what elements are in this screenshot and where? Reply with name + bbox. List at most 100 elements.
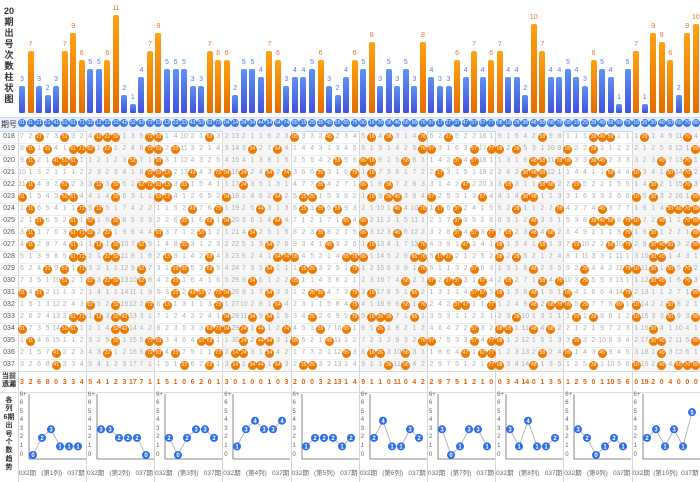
omission-cell: 2: [668, 229, 673, 236]
hit-ball-29: 29: [580, 264, 590, 274]
omission-cell: 2: [105, 301, 110, 308]
hit-ball-04: 04: [222, 216, 232, 226]
omission-cell: 2: [37, 313, 41, 320]
omission-cell: 1: [472, 301, 477, 308]
omission-cell: 6: [412, 157, 417, 164]
hit-ball-17: 17: [435, 204, 445, 214]
column-header-57: 57: [470, 119, 479, 127]
trend-point-label: 0: [176, 453, 180, 459]
period-label: 035: [3, 337, 15, 344]
trend-point-label: 2: [322, 436, 326, 442]
omission-cell: 3: [88, 337, 93, 344]
omission-cell: 1: [318, 217, 323, 224]
omission-cell: 5: [617, 181, 622, 188]
hit-ball-76: 76: [418, 240, 428, 250]
omission-cell: 7: [54, 241, 59, 248]
column-header-17: 17: [435, 119, 444, 127]
omission-cell: 3: [463, 217, 468, 224]
trend-column-label: (第5列): [314, 470, 335, 477]
hit-ball-63: 63: [205, 264, 215, 274]
hit-ball-62: 62: [136, 180, 146, 190]
hit-ball-08: 08: [495, 144, 505, 154]
trend-point: [369, 433, 378, 442]
omission-cell: 2: [608, 157, 613, 164]
trend-point-label: 3: [272, 427, 276, 433]
omission-cell: 7: [327, 325, 332, 332]
hit-ball-17: 17: [435, 252, 445, 262]
omission-cell: 6: [523, 265, 528, 272]
omission-cell: 2: [685, 301, 690, 308]
row-divider: [0, 298, 700, 300]
current-omission-28: 4: [514, 379, 519, 386]
omission-cell: 1: [514, 157, 519, 164]
omission-cell: 2: [531, 133, 536, 140]
omission-cell: 2: [420, 229, 425, 236]
trend-line: [578, 429, 624, 456]
omission-cell: 1: [608, 229, 613, 236]
hit-ball-02: 02: [85, 216, 95, 226]
omission-cell: 2: [20, 313, 24, 320]
omission-cell: 1: [438, 265, 442, 272]
hit-ball-32: 32: [111, 324, 121, 334]
hit-ball-35: 35: [316, 168, 326, 178]
y-tick-label: 1: [292, 442, 296, 449]
hit-ball-69: 69: [614, 300, 624, 310]
omission-cell: 6: [310, 169, 314, 176]
omission-cell: 3: [583, 337, 587, 344]
omission-cell: 7: [386, 277, 391, 284]
trend-point-label: 3: [203, 427, 207, 433]
omission-cell: 10: [410, 205, 419, 212]
omission-cell: 4: [310, 145, 314, 152]
omission-cell: 3: [335, 241, 340, 248]
omission-cell: 8: [258, 301, 263, 308]
hit-ball-31: 31: [43, 144, 53, 154]
omission-cell: 1: [685, 145, 690, 152]
omission-cell: 6: [429, 265, 434, 272]
omission-cell: 4: [659, 205, 664, 212]
omission-cell: 3: [344, 289, 349, 296]
omission-cell: 3: [395, 265, 400, 272]
omission-cell: 2: [591, 337, 596, 344]
omission-cell: 2: [190, 133, 195, 140]
current-omission-34: 0: [250, 379, 255, 386]
y-tick-label: 5: [156, 408, 160, 415]
hit-ball-16: 16: [367, 168, 377, 178]
trend-point: [678, 442, 687, 451]
omission-cell: 2: [62, 217, 67, 224]
hit-ball-19: 19: [571, 336, 581, 346]
omission-cell: 5: [173, 205, 178, 212]
omission-cell: 7: [412, 169, 417, 176]
trend-point: [174, 451, 183, 459]
omission-cell: 3: [258, 157, 263, 164]
hit-ball-18: 18: [503, 180, 513, 190]
hit-ball-22: 22: [102, 132, 112, 142]
column-header-77: 77: [487, 119, 496, 127]
omission-cell: 2: [352, 337, 357, 344]
label-char: 号: [4, 39, 14, 49]
omission-cell: 3: [96, 169, 101, 176]
omission-cell: 3: [369, 229, 374, 236]
omission-cell: 2: [668, 337, 673, 344]
omission-cell: 1: [455, 313, 459, 320]
omission-cell: 7: [642, 217, 647, 224]
hit-ball-59: 59: [606, 168, 616, 178]
bar-value-80: 10: [691, 14, 700, 21]
trend-point-label: 1: [604, 445, 608, 451]
omission-cell: 1: [446, 289, 451, 296]
trend-column-label: (第1列): [41, 470, 63, 477]
trend-point: [319, 433, 328, 442]
hit-ball-12: 12: [94, 132, 104, 142]
omission-cell: 3: [574, 277, 579, 284]
omission-cell: 8: [45, 361, 50, 368]
omission-cell: 7: [310, 181, 314, 188]
bar-73: [215, 59, 222, 113]
trend-point: [251, 416, 260, 425]
y-tick-label: 2: [497, 434, 501, 441]
trend-point: [515, 442, 524, 451]
omission-cell: 2: [608, 265, 613, 272]
omission-cell: 2: [284, 349, 289, 356]
omission-cell: 3: [429, 313, 434, 320]
trend-point-label: 2: [349, 436, 353, 442]
omission-cell: 3: [386, 349, 391, 356]
hit-ball-39: 39: [589, 144, 598, 154]
